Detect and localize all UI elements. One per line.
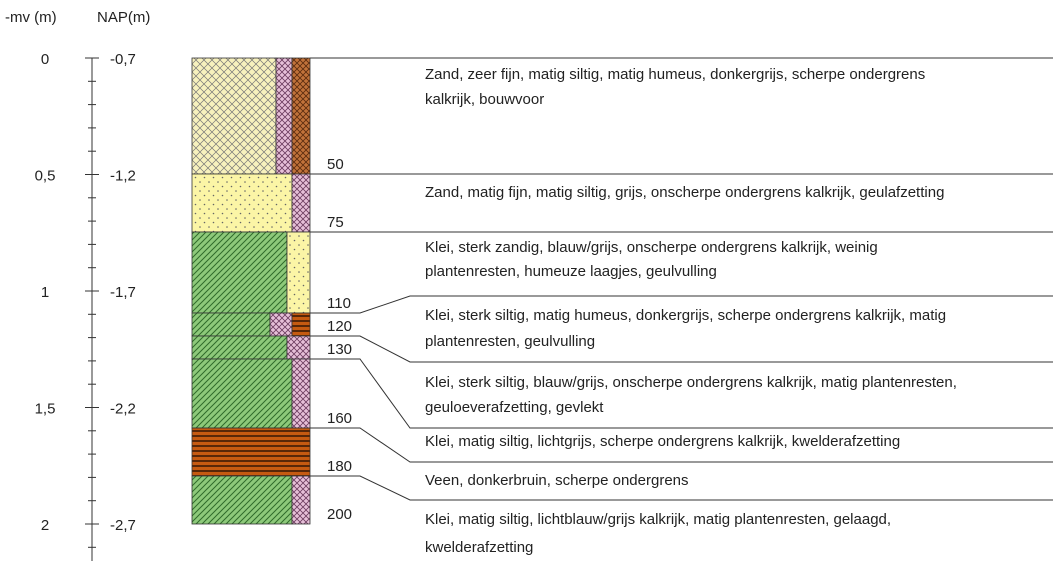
soil-layer (269, 312, 293, 337)
soil-layer (191, 312, 271, 337)
layer-description: kalkrijk, bouwvoor (425, 91, 544, 108)
layer-description: kwelderafzetting (425, 539, 533, 556)
soil-layer (191, 231, 288, 314)
soil-column (191, 57, 311, 525)
depth-tick-label: 0 (41, 51, 49, 68)
layer-description: plantenresten, humeuze laagjes, geulvull… (425, 263, 717, 280)
soil-layer (191, 173, 293, 233)
layer-description: Klei, matig siltig, lichtgrijs, scherpe … (425, 433, 900, 450)
depth-tick-label: 2 (41, 517, 49, 534)
leader-line (310, 358, 1053, 429)
nap-tick-label: -1,7 (110, 284, 136, 301)
nap-tick-label: -1,2 (110, 167, 136, 184)
soil-layer (286, 231, 311, 314)
layer-description: geuloeverafzetting, gevlekt (425, 399, 604, 416)
layer-description: Klei, sterk zandig, blauw/grijs, onscher… (425, 239, 878, 256)
depth-tick-label: 0,5 (35, 167, 56, 184)
nap-tick-label: -2,7 (110, 517, 136, 534)
depth-label: 200 (327, 506, 352, 523)
soil-layer (275, 57, 293, 175)
layer-description: Klei, sterk siltig, matig humeus, donker… (425, 307, 946, 324)
layer-description: Zand, zeer fijn, matig siltig, matig hum… (425, 66, 925, 83)
soil-layer (291, 475, 311, 525)
soil-layer (291, 173, 311, 233)
soil-layer (291, 57, 311, 175)
layer-description: Veen, donkerbruin, scherpe ondergrens (425, 472, 689, 489)
depth-label: 110 (327, 295, 351, 312)
nap-tick-label: -0,7 (110, 51, 136, 68)
layer-description: plantenresten, geulvulling (425, 333, 595, 350)
soil-layer (191, 427, 311, 477)
soil-layer (286, 335, 311, 360)
leader-line (310, 475, 1053, 501)
leader-line (310, 295, 1053, 314)
nap-tick-label: -2,2 (110, 400, 136, 417)
layer-description: Klei, sterk siltig, blauw/grijs, onscher… (425, 374, 957, 391)
depth-tick-label: 1,5 (35, 400, 56, 417)
depth-label: 180 (327, 458, 352, 475)
leader-line (310, 335, 1053, 363)
layer-description: Klei, matig siltig, lichtblauw/grijs kal… (425, 511, 891, 528)
soil-layer (291, 312, 311, 337)
soil-layer (191, 358, 293, 429)
soil-layer (191, 57, 277, 175)
depth-label: 160 (327, 410, 352, 427)
soil-layer (191, 335, 288, 360)
layer-description: Zand, matig fijn, matig siltig, grijs, o… (425, 184, 944, 201)
nap-header: NAP(m) (97, 9, 150, 26)
depth-tick-label: 1 (41, 284, 49, 301)
soil-layer (191, 475, 293, 525)
leader-lines (310, 57, 1053, 501)
depth-header: -mv (m) (5, 9, 57, 26)
soil-layer (291, 358, 311, 429)
depth-label: 75 (327, 214, 344, 231)
leader-line (310, 427, 1053, 463)
depth-label: 50 (327, 156, 344, 173)
depth-label: 120 (327, 318, 352, 335)
depth-label: 130 (327, 341, 352, 358)
